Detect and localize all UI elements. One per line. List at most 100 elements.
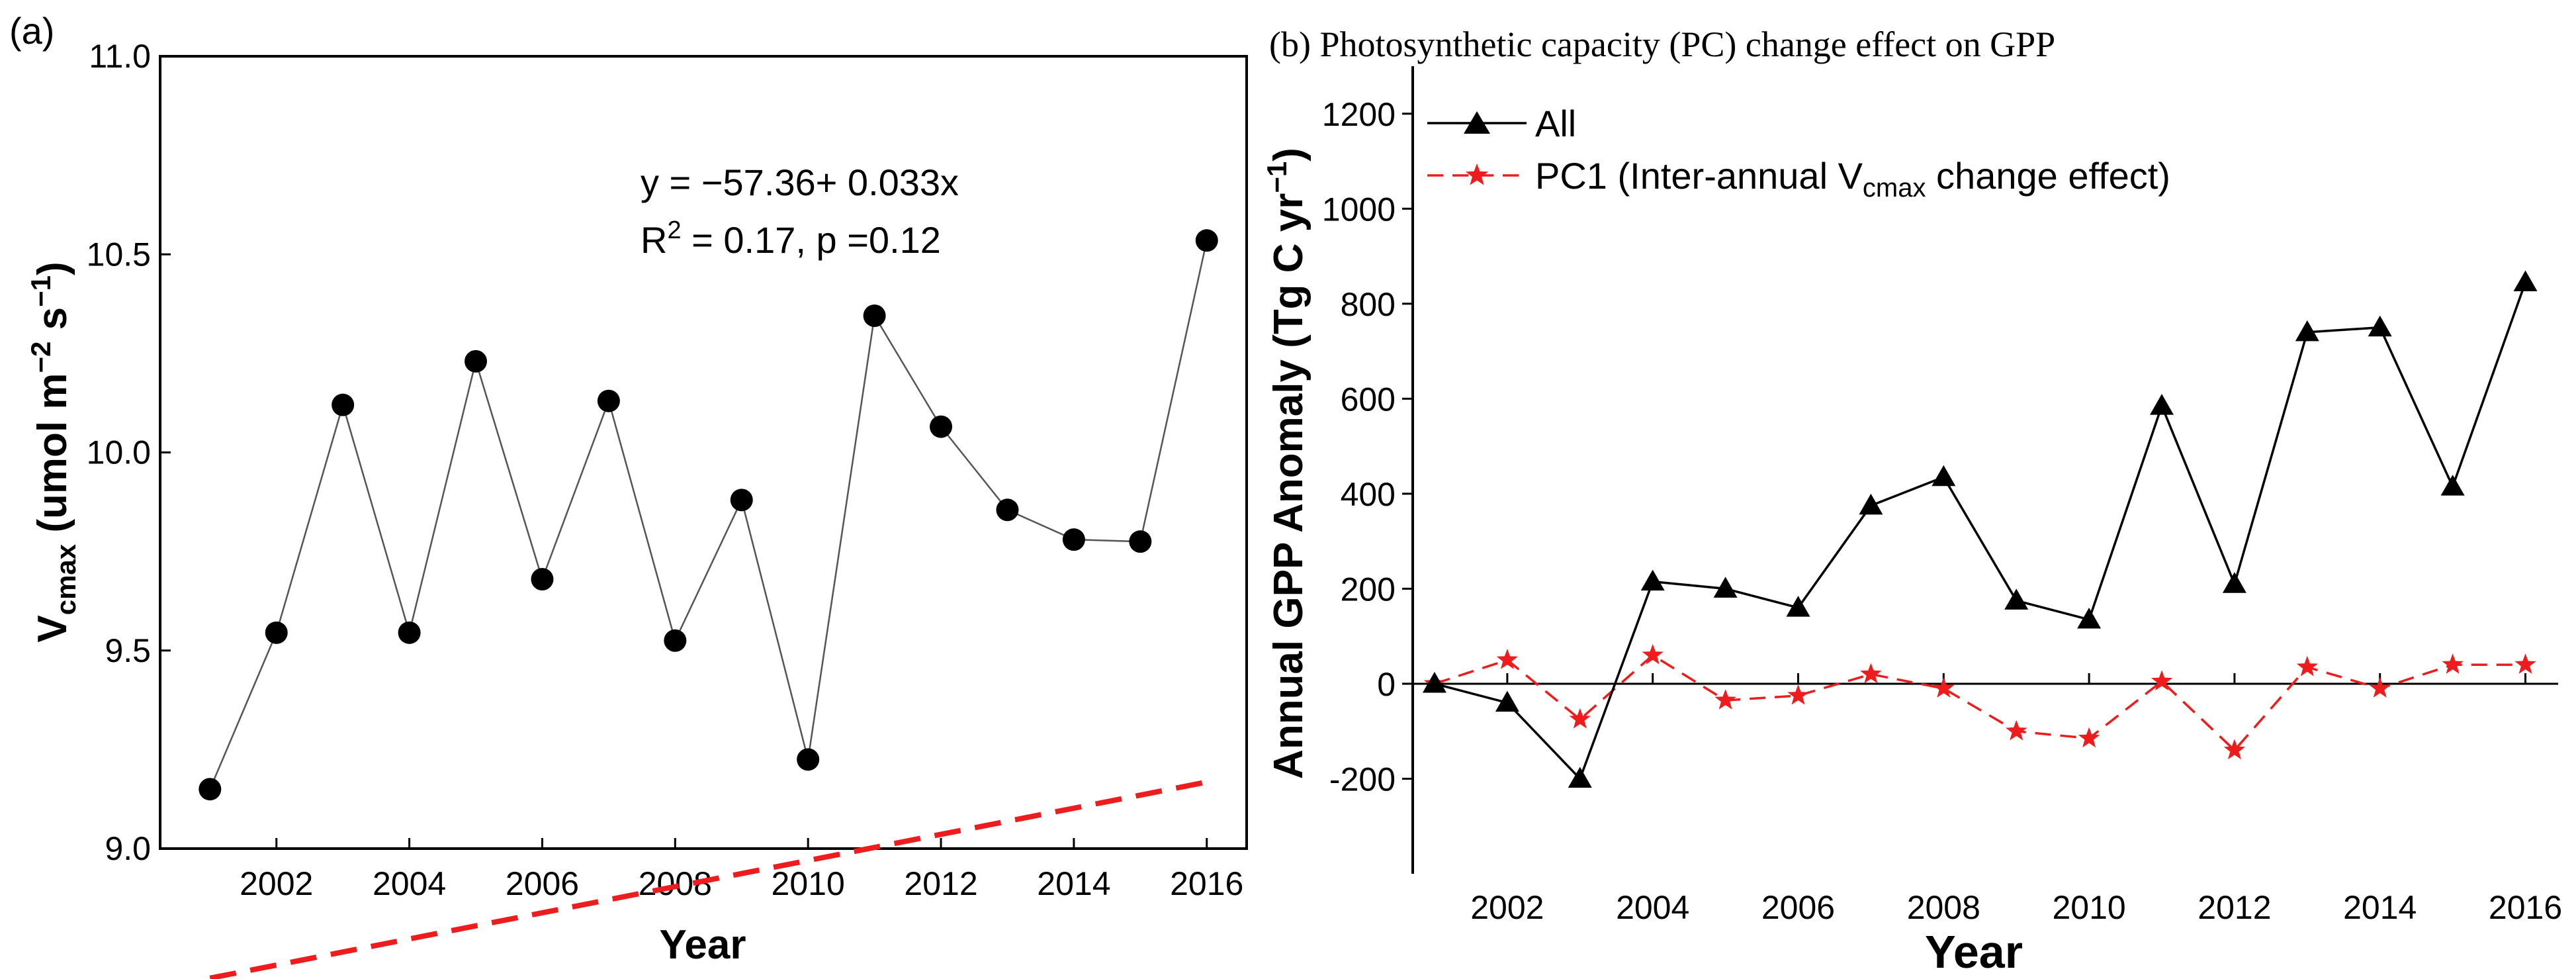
panel-b-title-text: Photosynthetic capacity (PC) change effe… bbox=[1319, 24, 2055, 64]
panel-a-y-axis-label: Vcmax (umol m−2 s−1) bbox=[25, 261, 81, 642]
y-tick-label: 800 bbox=[1341, 286, 1396, 323]
all-series-points bbox=[1422, 270, 2538, 788]
all-triangle-point bbox=[1568, 767, 1592, 788]
y-tick-label: 200 bbox=[1341, 571, 1396, 608]
pc1-star-point bbox=[2223, 739, 2246, 760]
x-tick-label: 2002 bbox=[1470, 889, 1544, 926]
all-triangle-point bbox=[2222, 572, 2246, 593]
pc1-star-point bbox=[1642, 643, 1664, 665]
panel-b-y-axis-label: Annual GPP Anomaly (Tg C yr−1) bbox=[1261, 148, 1311, 779]
pc1-star-point bbox=[1496, 649, 1518, 669]
y-label-units-3: ) bbox=[30, 261, 75, 275]
y-tick-label: 1000 bbox=[1322, 191, 1396, 228]
panel-a-label: (a) bbox=[9, 10, 54, 52]
vcmax-point bbox=[332, 393, 355, 416]
pc1-star-point bbox=[1933, 677, 1955, 698]
legend: All PC1 (Inter-annual Vcmax change effec… bbox=[1427, 103, 2170, 203]
all-triangle-point bbox=[2150, 394, 2174, 415]
legend-item-all: All bbox=[1427, 103, 1576, 144]
y-tick-label: 1200 bbox=[1322, 96, 1396, 133]
x-tick-label: 2004 bbox=[1616, 889, 1689, 926]
y-label-units-1: (umol m bbox=[30, 373, 75, 544]
vcmax-point bbox=[863, 304, 886, 328]
x-tick-label: 2014 bbox=[2343, 889, 2417, 926]
legend-pc1-text: PC1 (Inter-annual V bbox=[1535, 155, 1863, 197]
all-triangle-point bbox=[2440, 475, 2465, 496]
pc1-star-point bbox=[1787, 684, 1809, 705]
panel-a-vcmax-chart: (a) 2002 2004 2006 2008 2010 2012 2014 2016 9.0… bbox=[9, 10, 1248, 979]
panel-b-y-axis: -200 0 200 400 600 800 1000 1200 bbox=[1322, 96, 1413, 798]
y-label-cmax-sub: cmax bbox=[50, 543, 81, 615]
legend-all-triangle-icon bbox=[1464, 111, 1490, 134]
pc1-series-points bbox=[1423, 643, 2536, 760]
all-triangle-point bbox=[1786, 596, 1810, 617]
y-tick-label: -200 bbox=[1329, 761, 1396, 798]
r2-symbol: R bbox=[641, 219, 667, 261]
vcmax-point bbox=[465, 350, 488, 373]
x-tick-label: 2006 bbox=[1761, 889, 1835, 926]
x-tick-label: 2008 bbox=[1907, 889, 1980, 926]
y-tick-label: 9.5 bbox=[105, 632, 151, 669]
vcmax-point bbox=[1062, 528, 1085, 551]
panel-a-y-axis: 9.0 9.5 10.0 10.5 11.0 bbox=[87, 38, 171, 867]
x-tick-label: 2014 bbox=[1037, 865, 1110, 902]
y-label-units-2: s bbox=[30, 307, 75, 342]
all-triangle-point bbox=[1640, 569, 1665, 591]
vcmax-series-line bbox=[209, 240, 1208, 790]
legend-pc1-sub: cmax bbox=[1863, 173, 1926, 203]
panel-b-gpp-chart: (b) Photosynthetic capacity (PC) change … bbox=[1261, 24, 2562, 978]
panel-b-title: (b) Photosynthetic capacity (PC) change … bbox=[1269, 24, 2055, 64]
all-triangle-point bbox=[2004, 588, 2029, 610]
pc1-star-point bbox=[1569, 708, 1591, 729]
pc1-star-point bbox=[2151, 670, 2173, 691]
x-tick-label: 2006 bbox=[506, 865, 579, 902]
vcmax-point bbox=[996, 498, 1019, 522]
y-tick-label: 9.0 bbox=[105, 830, 151, 867]
all-triangle-point bbox=[2513, 270, 2538, 292]
x-tick-label: 2012 bbox=[904, 865, 977, 902]
vcmax-point bbox=[265, 621, 288, 644]
x-tick-label: 2016 bbox=[1170, 865, 1243, 902]
pc1-star-point bbox=[2296, 655, 2318, 676]
panel-a-x-axis: 2002 2004 2006 2008 2010 2012 2014 2016 bbox=[240, 838, 1243, 902]
vcmax-point bbox=[664, 629, 687, 652]
x-tick-label: 2016 bbox=[2489, 889, 2562, 926]
vcmax-point bbox=[797, 748, 820, 771]
vcmax-point bbox=[1129, 530, 1152, 553]
legend-pc1-star-icon bbox=[1465, 163, 1489, 185]
all-triangle-point bbox=[1495, 690, 1519, 712]
all-triangle-point bbox=[1932, 465, 1956, 487]
trend-line bbox=[209, 779, 1208, 979]
regression-stats: R2 = 0.17, p =0.12 bbox=[641, 216, 941, 261]
y-label-b-exp: −1 bbox=[1261, 162, 1292, 193]
pc1-star-point bbox=[1860, 663, 1882, 684]
vcmax-point bbox=[531, 568, 554, 591]
vcmax-point bbox=[398, 621, 421, 644]
y-label-b-main: Annual GPP Anomaly (Tg C yr bbox=[1266, 193, 1311, 779]
regression-equation: y = −57.36+ 0.033x bbox=[641, 162, 959, 203]
y-label-exp-2: −1 bbox=[25, 275, 56, 307]
all-triangle-point bbox=[2368, 315, 2392, 337]
y-label-v: V bbox=[30, 615, 75, 642]
all-triangle-point bbox=[1859, 493, 1883, 515]
y-label-b-close: ) bbox=[1266, 148, 1311, 162]
x-tick-label: 2002 bbox=[240, 865, 313, 902]
x-tick-label: 2004 bbox=[373, 865, 446, 902]
pc1-star-point bbox=[2078, 727, 2100, 748]
legend-item-pc1: PC1 (Inter-annual Vcmax change effect) bbox=[1427, 155, 2170, 203]
r2-superscript: 2 bbox=[667, 216, 681, 244]
vcmax-point bbox=[597, 389, 620, 412]
y-label-exp-1: −2 bbox=[25, 342, 56, 373]
vcmax-point bbox=[1195, 229, 1218, 252]
r2-values: = 0.17, p =0.12 bbox=[682, 219, 941, 261]
x-tick-label: 2012 bbox=[2198, 889, 2271, 926]
pc1-star-point bbox=[2514, 653, 2536, 674]
pc1-star-point bbox=[2369, 677, 2391, 698]
all-triangle-point bbox=[2295, 320, 2319, 342]
vcmax-point bbox=[730, 489, 753, 512]
y-tick-label: 0 bbox=[1377, 666, 1396, 703]
all-series-line bbox=[1434, 281, 2527, 781]
legend-pc1-text-end: change effect) bbox=[1926, 155, 2170, 197]
pc1-star-point bbox=[2006, 720, 2027, 741]
y-tick-label: 11.0 bbox=[89, 38, 151, 75]
